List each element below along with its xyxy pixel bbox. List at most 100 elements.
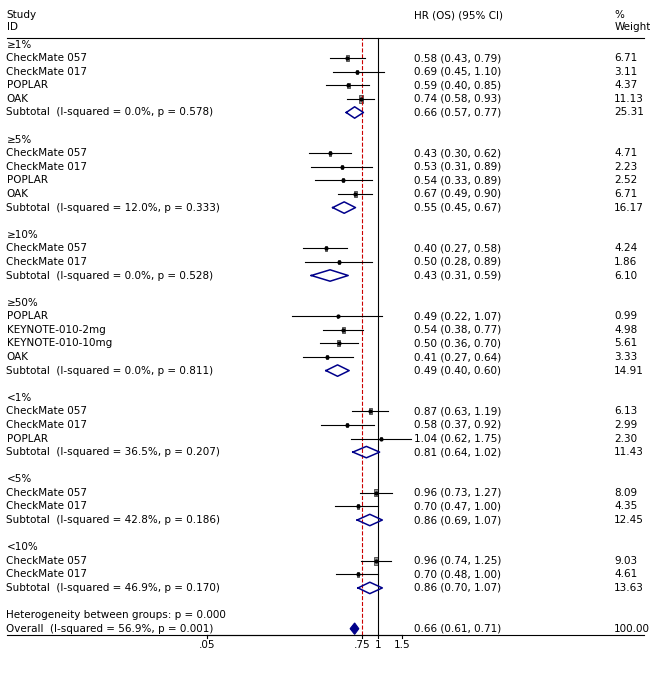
Text: 1: 1: [375, 640, 382, 650]
Bar: [346, 55, 349, 61]
Text: 0.49 (0.22, 1.07): 0.49 (0.22, 1.07): [414, 311, 501, 322]
Text: 0.55 (0.45, 0.67): 0.55 (0.45, 0.67): [414, 203, 501, 212]
Text: 4.37: 4.37: [614, 80, 638, 90]
Text: Overall  (I-squared = 56.9%, p = 0.001): Overall (I-squared = 56.9%, p = 0.001): [6, 624, 214, 633]
Text: CheckMate 057: CheckMate 057: [6, 243, 88, 254]
Text: 4.24: 4.24: [614, 243, 638, 254]
Text: ≥50%: ≥50%: [6, 297, 38, 308]
Bar: [369, 408, 372, 414]
Text: CheckMate 017: CheckMate 017: [6, 420, 88, 430]
Text: KEYNOTE-010-2mg: KEYNOTE-010-2mg: [6, 325, 105, 335]
Text: 12.45: 12.45: [614, 515, 644, 525]
Bar: [338, 260, 339, 264]
Text: POPLAR: POPLAR: [6, 311, 47, 322]
Bar: [329, 150, 332, 156]
Text: 1.04 (0.62, 1.75): 1.04 (0.62, 1.75): [414, 433, 501, 444]
Text: 0.86 (0.70, 1.07): 0.86 (0.70, 1.07): [414, 583, 501, 593]
Text: 0.58 (0.43, 0.79): 0.58 (0.43, 0.79): [414, 53, 501, 63]
Text: Subtotal  (I-squared = 36.5%, p = 0.207): Subtotal (I-squared = 36.5%, p = 0.207): [6, 447, 220, 457]
Text: 4.35: 4.35: [614, 502, 638, 511]
Text: 2.99: 2.99: [614, 420, 638, 430]
Text: 0.81 (0.64, 1.02): 0.81 (0.64, 1.02): [414, 447, 501, 457]
Text: 0.50 (0.28, 0.89): 0.50 (0.28, 0.89): [414, 257, 501, 267]
Text: %: %: [614, 10, 624, 21]
Text: Subtotal  (I-squared = 42.8%, p = 0.186): Subtotal (I-squared = 42.8%, p = 0.186): [6, 515, 220, 525]
Bar: [347, 82, 350, 88]
Text: CheckMate 057: CheckMate 057: [6, 556, 88, 566]
Bar: [346, 423, 348, 427]
Bar: [357, 504, 359, 509]
Text: 13.63: 13.63: [614, 583, 644, 593]
Text: Subtotal  (I-squared = 0.0%, p = 0.811): Subtotal (I-squared = 0.0%, p = 0.811): [6, 365, 214, 376]
Text: .05: .05: [198, 640, 215, 650]
Text: 0.49 (0.40, 0.60): 0.49 (0.40, 0.60): [414, 365, 501, 376]
Text: KEYNOTE-010-10mg: KEYNOTE-010-10mg: [6, 339, 112, 348]
Text: 0.43 (0.31, 0.59): 0.43 (0.31, 0.59): [414, 271, 501, 280]
Bar: [374, 489, 378, 497]
Polygon shape: [350, 623, 359, 634]
Text: 2.30: 2.30: [614, 433, 638, 444]
Text: 6.13: 6.13: [614, 406, 638, 416]
Text: ID: ID: [6, 22, 18, 32]
Text: 3.33: 3.33: [614, 352, 638, 362]
Text: 4.61: 4.61: [614, 570, 638, 579]
Text: 11.43: 11.43: [614, 447, 644, 457]
Bar: [326, 354, 328, 359]
Bar: [354, 191, 357, 197]
Text: 0.43 (0.30, 0.62): 0.43 (0.30, 0.62): [414, 148, 501, 158]
Bar: [380, 437, 382, 440]
Text: .75: .75: [354, 640, 370, 650]
Text: 8.09: 8.09: [614, 488, 638, 498]
Text: 0.40 (0.27, 0.58): 0.40 (0.27, 0.58): [414, 243, 501, 254]
Bar: [356, 69, 358, 74]
Bar: [341, 165, 343, 169]
Text: 0.53 (0.31, 0.89): 0.53 (0.31, 0.89): [414, 162, 501, 172]
Bar: [357, 572, 359, 577]
Text: 0.96 (0.74, 1.25): 0.96 (0.74, 1.25): [414, 556, 501, 566]
Bar: [342, 327, 345, 333]
Text: 0.70 (0.47, 1.00): 0.70 (0.47, 1.00): [414, 502, 501, 511]
Text: 100.00: 100.00: [614, 624, 650, 633]
Text: 0.66 (0.57, 0.77): 0.66 (0.57, 0.77): [414, 107, 501, 117]
Bar: [342, 179, 344, 183]
Text: Heterogeneity between groups: p = 0.000: Heterogeneity between groups: p = 0.000: [6, 610, 226, 620]
Text: 0.58 (0.37, 0.92): 0.58 (0.37, 0.92): [414, 420, 501, 430]
Text: 0.50 (0.36, 0.70): 0.50 (0.36, 0.70): [414, 339, 501, 348]
Text: 0.99: 0.99: [614, 311, 638, 322]
Text: 2.52: 2.52: [614, 175, 638, 185]
Text: 9.03: 9.03: [614, 556, 638, 566]
Text: ≥5%: ≥5%: [6, 135, 32, 145]
Text: CheckMate 057: CheckMate 057: [6, 406, 88, 416]
Text: 16.17: 16.17: [614, 203, 644, 212]
Text: CheckMate 017: CheckMate 017: [6, 570, 88, 579]
Text: 0.87 (0.63, 1.19): 0.87 (0.63, 1.19): [414, 406, 501, 416]
Text: CheckMate 057: CheckMate 057: [6, 488, 88, 498]
Text: 0.59 (0.40, 0.85): 0.59 (0.40, 0.85): [414, 80, 501, 90]
Text: CheckMate 057: CheckMate 057: [6, 53, 88, 63]
Text: OAK: OAK: [6, 189, 29, 199]
Text: OAK: OAK: [6, 94, 29, 104]
Bar: [374, 557, 378, 565]
Text: CheckMate 017: CheckMate 017: [6, 162, 88, 172]
Text: <10%: <10%: [6, 542, 38, 552]
Text: 0.67 (0.49, 0.90): 0.67 (0.49, 0.90): [414, 189, 501, 199]
Bar: [359, 95, 363, 103]
Text: 0.96 (0.73, 1.27): 0.96 (0.73, 1.27): [414, 488, 501, 498]
Bar: [337, 315, 338, 317]
Text: 14.91: 14.91: [614, 365, 644, 376]
Bar: [337, 341, 340, 346]
Text: Subtotal  (I-squared = 0.0%, p = 0.528): Subtotal (I-squared = 0.0%, p = 0.528): [6, 271, 214, 280]
Text: 0.41 (0.27, 0.64): 0.41 (0.27, 0.64): [414, 352, 501, 362]
Text: CheckMate 057: CheckMate 057: [6, 148, 88, 158]
Text: 0.74 (0.58, 0.93): 0.74 (0.58, 0.93): [414, 94, 501, 104]
Text: ≥1%: ≥1%: [6, 40, 32, 49]
Text: Study: Study: [6, 10, 36, 21]
Text: HR (OS) (95% CI): HR (OS) (95% CI): [414, 10, 503, 21]
Text: 0.69 (0.45, 1.10): 0.69 (0.45, 1.10): [414, 67, 501, 77]
Text: OAK: OAK: [6, 352, 29, 362]
Text: 3.11: 3.11: [614, 67, 638, 77]
Text: 25.31: 25.31: [614, 107, 644, 117]
Text: 0.70 (0.48, 1.00): 0.70 (0.48, 1.00): [414, 570, 501, 579]
Text: 4.71: 4.71: [614, 148, 638, 158]
Text: CheckMate 017: CheckMate 017: [6, 502, 88, 511]
